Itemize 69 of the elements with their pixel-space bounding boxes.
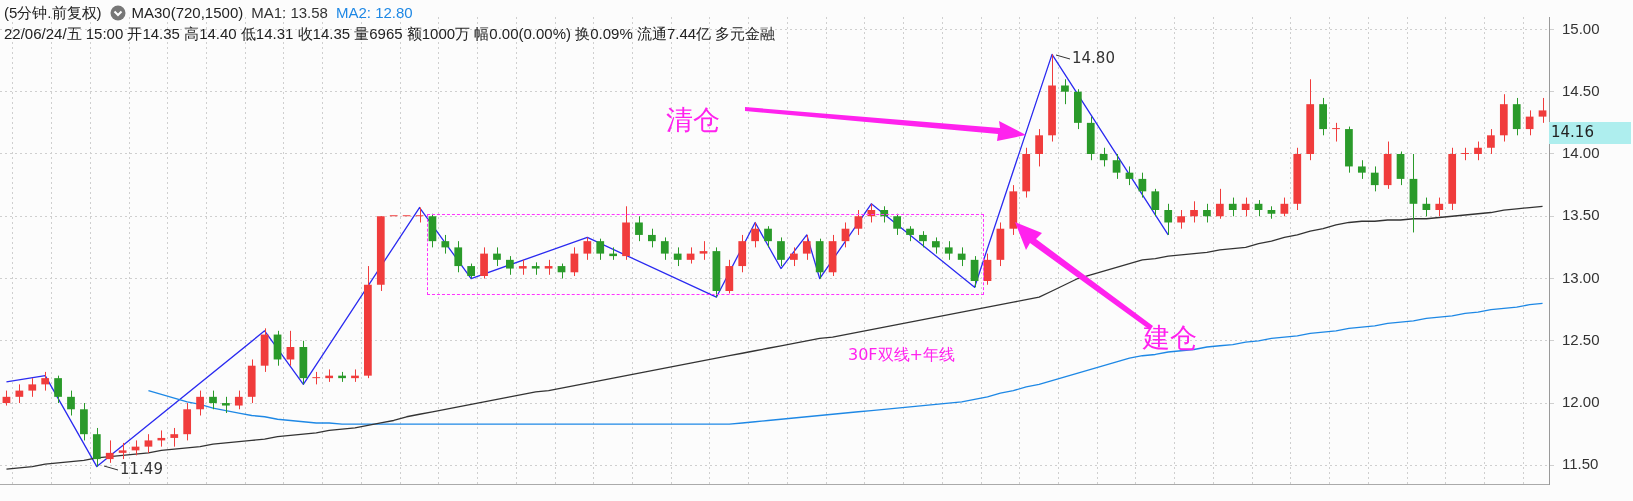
- text: MA2: 12.80: [335, 4, 413, 21]
- candlestick: [738, 234, 747, 273]
- candlestick: [1035, 128, 1043, 167]
- candlestick: [170, 427, 179, 448]
- candlestick: [1086, 116, 1095, 161]
- y-tick-label: 13.50: [1562, 206, 1600, 224]
- candlestick: [28, 377, 37, 398]
- candlestick: [506, 255, 514, 276]
- text: 14.16: [1551, 122, 1594, 141]
- candlestick: [222, 396, 230, 414]
- y-tick-label: 15.00: [1562, 19, 1600, 37]
- annotation: 清仓: [666, 104, 720, 136]
- candlestick: [80, 402, 88, 441]
- candlestick: [1151, 188, 1160, 217]
- candlestick: [54, 375, 62, 404]
- candlestick: [1306, 78, 1315, 161]
- candlestick: [1073, 88, 1082, 130]
- y-tick-label: 14.50: [1562, 81, 1600, 99]
- candlestick: [1499, 93, 1508, 143]
- y-tick-label: 13.00: [1562, 268, 1600, 286]
- candlestick: [1487, 128, 1495, 155]
- candlestick: [1345, 126, 1353, 174]
- chart-title: (5分钟.前复权): [4, 4, 102, 21]
- candlestick: [1293, 147, 1302, 211]
- legend-title: MA30(720,1500): [131, 4, 244, 21]
- candlestick: [1448, 147, 1457, 211]
- candlestick: [1319, 97, 1327, 136]
- candlestick: [635, 215, 643, 242]
- annotation: 14.80: [1072, 48, 1115, 67]
- candlestick: [376, 215, 385, 292]
- candlestick: [1009, 184, 1018, 236]
- candlestick: [1022, 147, 1031, 199]
- candlestick: [583, 236, 592, 261]
- candlestick: [364, 265, 372, 379]
- candlestick: [1048, 53, 1056, 143]
- candlestick: [660, 236, 669, 261]
- candlestick: [777, 236, 785, 267]
- annotation: 30F双线+年线: [848, 345, 955, 365]
- candlestick: [622, 205, 630, 261]
- candlestick: [454, 240, 463, 273]
- candlestick: [234, 390, 243, 410]
- text: MA1: 13.58: [251, 4, 328, 21]
- candlestick: [118, 442, 127, 460]
- y-tick-label: 14.00: [1562, 144, 1600, 162]
- candlestick: [596, 238, 605, 261]
- candlestick: [467, 263, 476, 280]
- candlestick: [299, 340, 308, 385]
- candlestick: [699, 240, 708, 261]
- candlestick: [815, 238, 824, 280]
- candlestick: [183, 402, 192, 441]
- candlestick: [1357, 159, 1366, 180]
- text: 22/06/24/五 15:00 开14.35 高14.40 低14.31 收14.35 量6965 额1000万 幅0.00(0.00%) 换0.09% 流通7.44亿 多元金融: [4, 24, 776, 44]
- candlestick: [1061, 78, 1069, 105]
- y-tick-label: 12.00: [1562, 393, 1600, 411]
- candlestick: [893, 213, 901, 236]
- candlestick: [518, 259, 527, 276]
- annotation: 11.49: [120, 459, 163, 478]
- candlestick: [725, 259, 734, 294]
- candlestick: [92, 427, 101, 468]
- y-tick-label: 11.50: [1562, 455, 1599, 473]
- annotation: 建仓: [1142, 322, 1197, 354]
- y-tick-label: 12.50: [1562, 330, 1600, 348]
- candlestick: [247, 358, 256, 404]
- candlestick: [544, 259, 553, 276]
- candlestick: [1383, 141, 1392, 190]
- candlestick: [531, 261, 540, 276]
- candlestick: [944, 240, 953, 261]
- candlestick: [802, 234, 811, 261]
- candlestick: [1512, 97, 1521, 136]
